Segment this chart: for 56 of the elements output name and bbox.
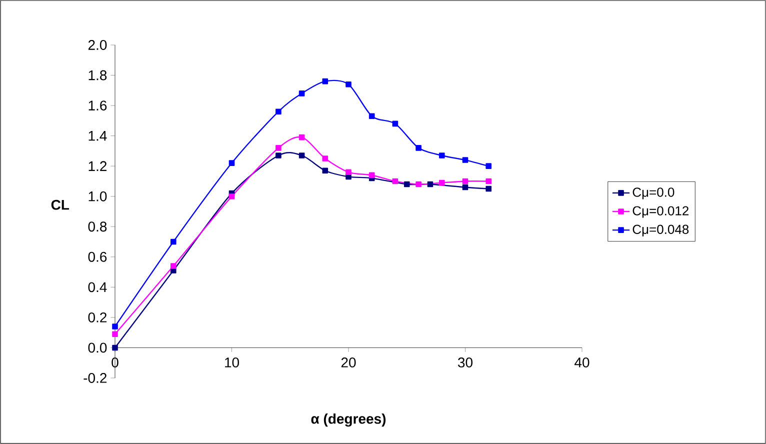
y-tick-label: 0.0 [88, 342, 107, 353]
point [486, 163, 492, 169]
point [439, 180, 445, 186]
point [228, 160, 235, 166]
point [346, 81, 352, 88]
y-tick-label: -0.2 [84, 373, 107, 383]
point [112, 324, 118, 330]
point [170, 238, 176, 245]
legend-label: Cμ=0.048 [632, 224, 689, 236]
y-tick-label: 1.2 [88, 161, 107, 171]
y-tick-label: 0.8 [88, 222, 107, 232]
point [112, 344, 118, 351]
y-tick-label: 0.4 [88, 282, 107, 292]
point [170, 263, 176, 269]
point [298, 134, 305, 140]
x-axis-title: α (degrees) [311, 414, 386, 427]
point [276, 145, 282, 151]
point [462, 157, 468, 163]
y-tick-label: 1.4 [88, 130, 107, 141]
x-tick-label: 10 [225, 358, 239, 368]
point [462, 178, 468, 184]
point [486, 178, 492, 184]
x-tick-label: 0 [112, 358, 118, 368]
point [392, 178, 398, 184]
point [462, 184, 468, 190]
point [368, 113, 375, 120]
point [439, 152, 445, 158]
point [322, 156, 328, 162]
point [346, 169, 352, 176]
y-tick-label: 1.8 [88, 70, 107, 80]
x-tick-label: 40 [574, 358, 590, 368]
y-tick-label: 1.6 [88, 100, 107, 110]
point [298, 90, 305, 96]
point [322, 168, 328, 174]
point [427, 181, 434, 188]
point [276, 152, 282, 158]
point [416, 181, 422, 188]
point [486, 186, 492, 192]
y-tick-label: 2.0 [88, 40, 107, 50]
point [298, 152, 305, 158]
y-tick-label: 0.6 [88, 252, 107, 262]
y-axis-title: CL [51, 200, 70, 210]
point [404, 181, 410, 188]
y-tick-label: 0.2 [88, 312, 107, 322]
legend-label: Cμ=0.012 [632, 206, 688, 218]
y-tick-label: 1.0 [88, 191, 107, 202]
point [322, 78, 328, 84]
point [276, 108, 282, 114]
point [368, 172, 375, 178]
point [228, 193, 235, 200]
point [392, 120, 398, 127]
x-tick-label: 30 [458, 358, 472, 368]
legend-label: Cμ=0.0 [632, 188, 674, 200]
point [416, 145, 422, 151]
point [112, 331, 118, 337]
x-tick-label: 20 [341, 358, 356, 368]
